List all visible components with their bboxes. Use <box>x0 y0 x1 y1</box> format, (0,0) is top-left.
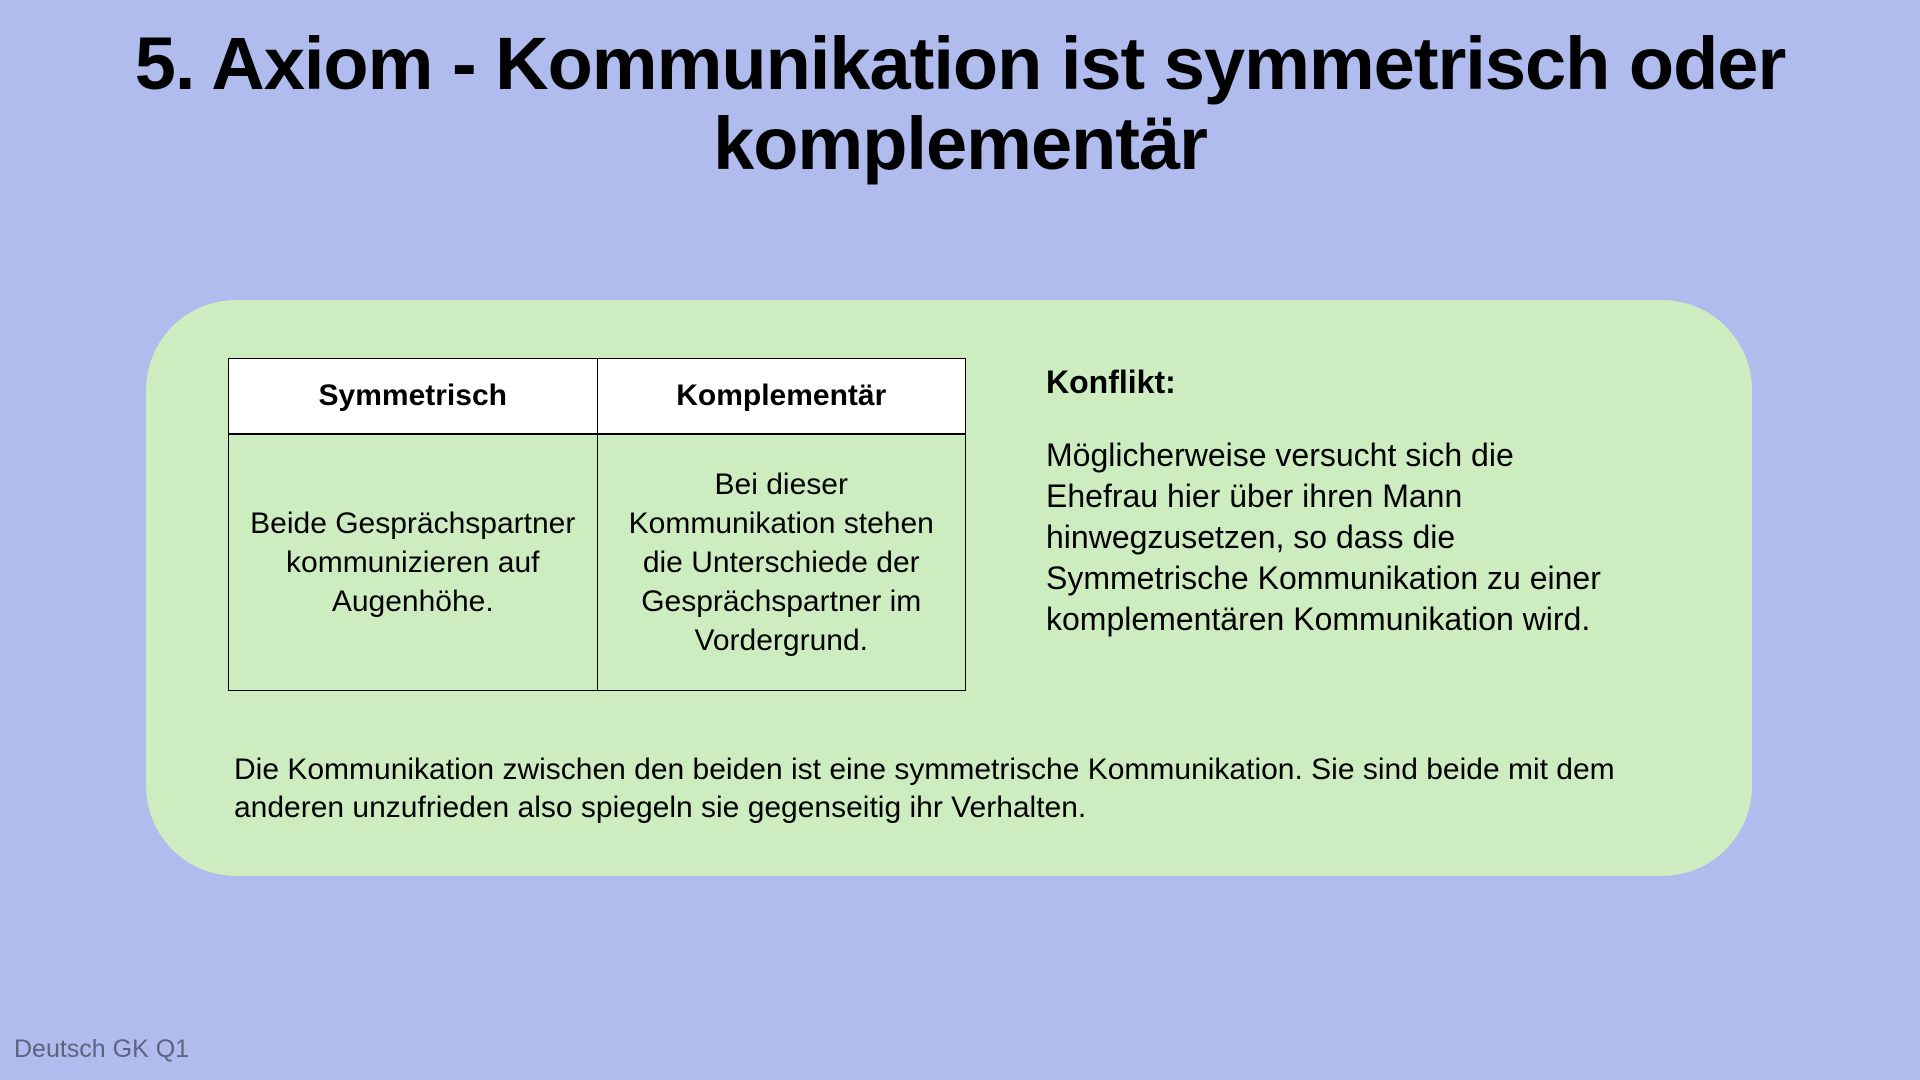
slide-title: 5. Axiom - Kommunikation ist symmetrisch… <box>0 0 1920 184</box>
table-cell-komplementaer: Bei dieser Kommunikation stehen die Unte… <box>597 434 966 691</box>
table-header-komplementaer: Komplementär <box>597 359 966 435</box>
content-card: Symmetrisch Komplementär Beide Gesprächs… <box>146 300 1752 876</box>
table-container: Symmetrisch Komplementär Beide Gesprächs… <box>228 358 966 691</box>
table-header-row: Symmetrisch Komplementär <box>229 359 966 435</box>
comparison-table: Symmetrisch Komplementär Beide Gesprächs… <box>228 358 966 691</box>
conflict-body: Möglicherweise versucht sich die Ehefrau… <box>1046 435 1626 640</box>
table-row: Beide Gesprächspartner kommunizieren auf… <box>229 434 966 691</box>
table-header-symmetrisch: Symmetrisch <box>229 359 598 435</box>
content-row: Symmetrisch Komplementär Beide Gesprächs… <box>228 358 1670 691</box>
table-cell-symmetrisch: Beide Gesprächspartner kommunizieren auf… <box>229 434 598 691</box>
conflict-heading: Konflikt: <box>1046 364 1670 401</box>
slide-footer: Deutsch GK Q1 <box>14 1035 189 1064</box>
summary-text: Die Kommunikation zwischen den beiden is… <box>228 751 1670 828</box>
conflict-column: Konflikt: Möglicherweise versucht sich d… <box>1046 358 1670 640</box>
